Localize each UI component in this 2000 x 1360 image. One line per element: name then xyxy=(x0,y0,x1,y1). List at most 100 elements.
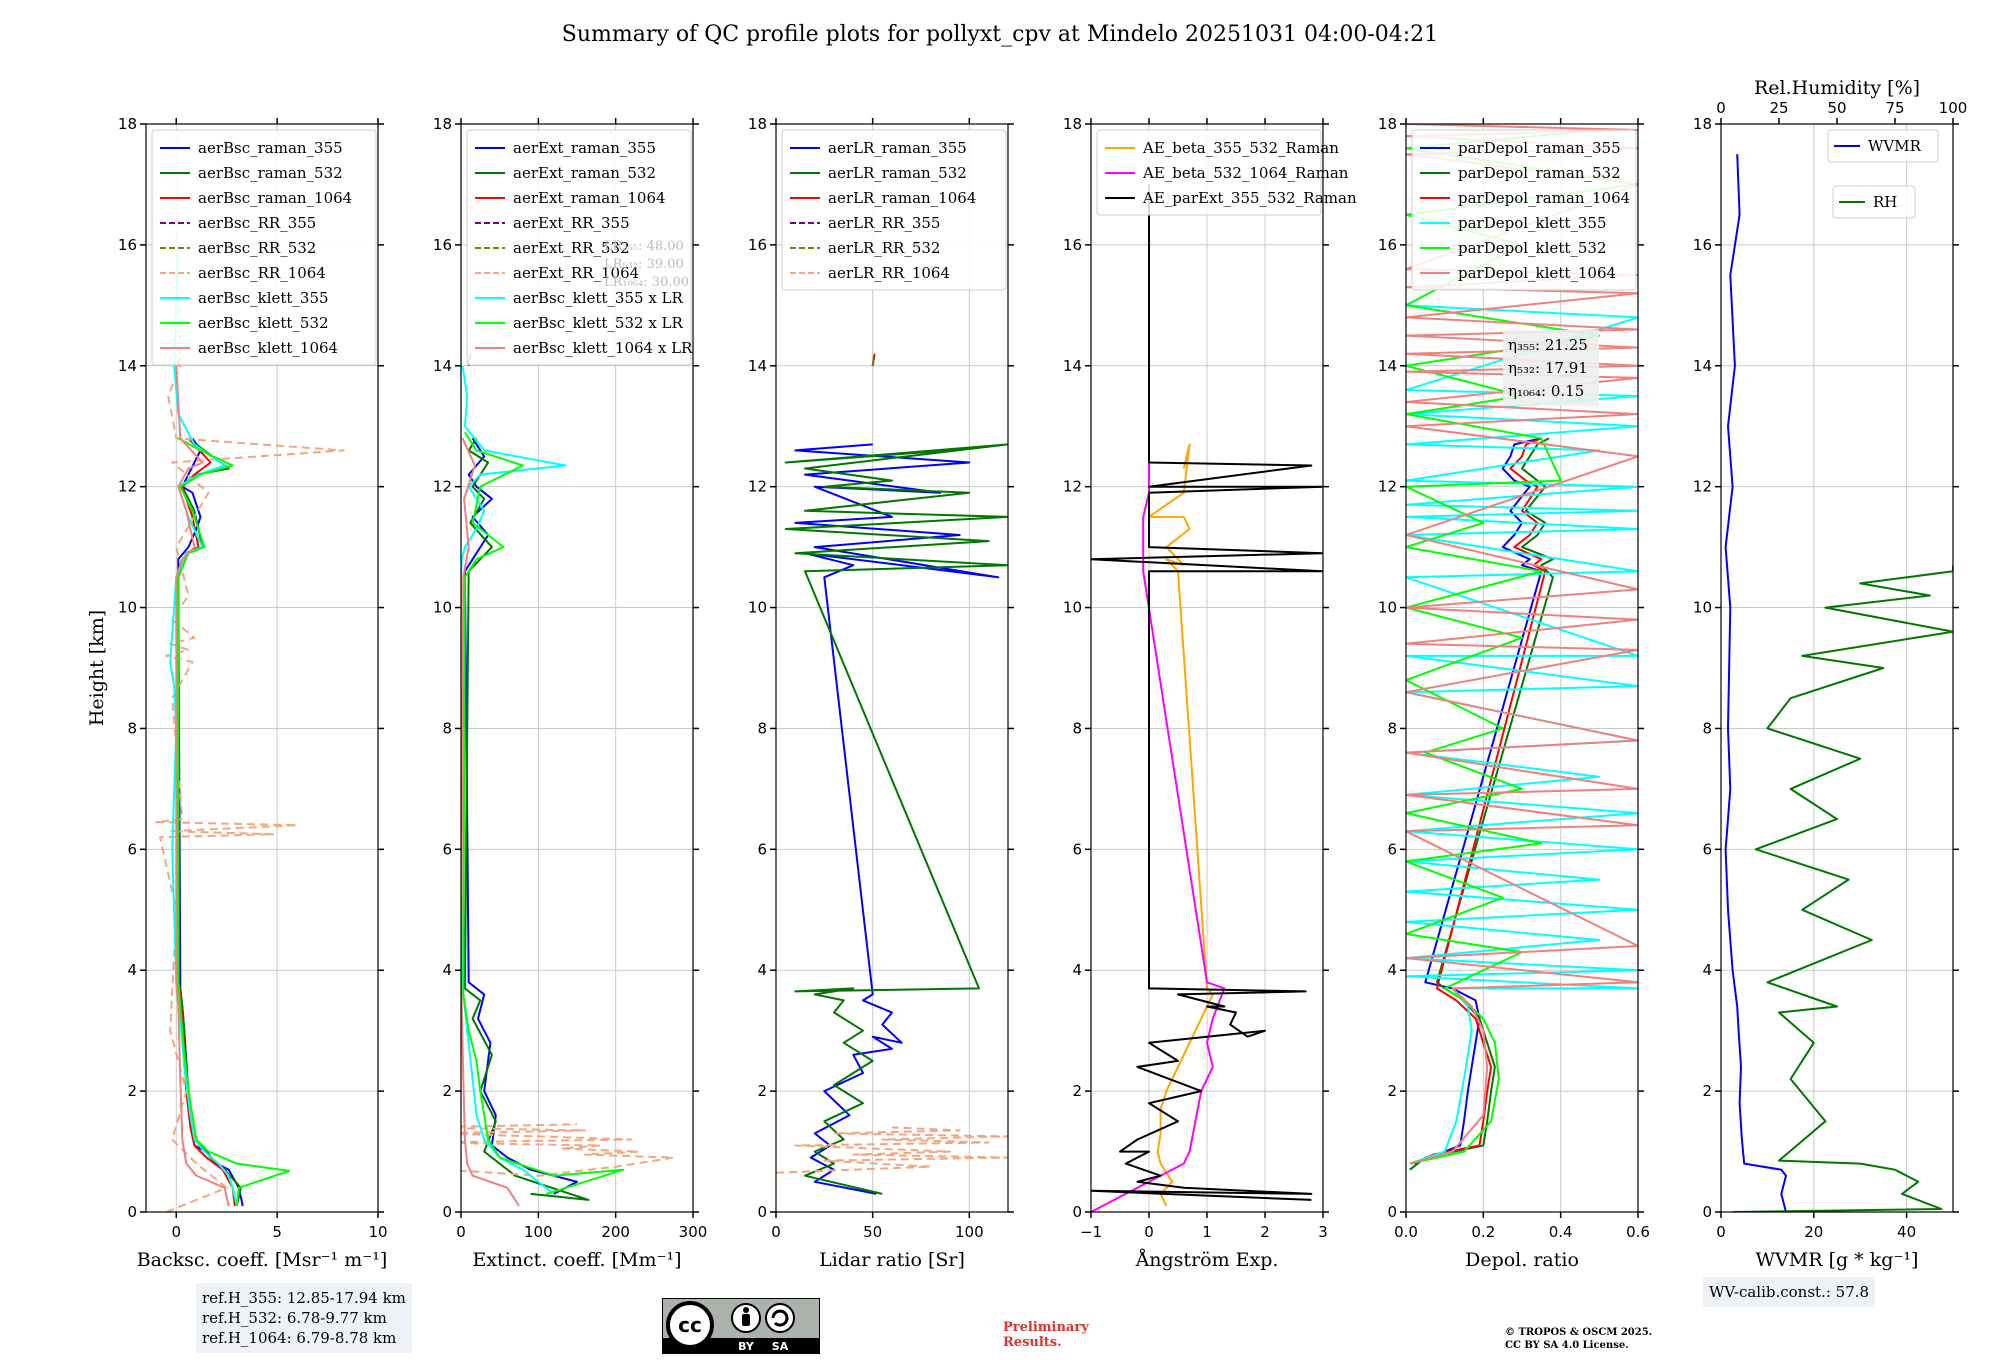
copyright-line-1: © TROPOS & OSCM 2025. xyxy=(1505,1327,1653,1338)
series-group xyxy=(776,353,1008,1195)
legend-label: aerBsc_raman_1064 xyxy=(198,189,352,207)
series-line-AE_beta_355_532_Raman xyxy=(1148,443,1214,1207)
y-tick-label: 8 xyxy=(127,719,137,737)
preliminary-note: Preliminary Results. xyxy=(1003,1320,1089,1350)
x2-tick-label: 50 xyxy=(1827,99,1846,117)
y-tick-label: 0 xyxy=(442,1203,452,1221)
series-group xyxy=(155,184,345,1212)
x-tick-label: 0 xyxy=(771,1223,781,1241)
copyright-note: © TROPOS & OSCM 2025. CC BY SA 4.0 Licen… xyxy=(1505,1326,1652,1352)
legend-label: aerLR_RR_1064 xyxy=(828,264,950,282)
y-tick-label: 12 xyxy=(1378,478,1397,496)
series-line-AE_parExt_355_532_Raman xyxy=(1091,184,1323,1201)
lidar-ratio-annotation: LR₃₅₅: 48.00 xyxy=(604,239,684,254)
y-tick-label: 16 xyxy=(1378,236,1397,254)
y-tick-label: 8 xyxy=(1702,719,1712,737)
legend-label: parDepol_raman_532 xyxy=(1458,164,1621,182)
eta-annotation: η₅₃₂: 17.91 xyxy=(1508,359,1588,377)
legend-label: aerExt_RR_532 xyxy=(513,239,630,257)
y-tick-label: 10 xyxy=(748,599,767,617)
cc-by-sa-badge[interactable]: cc BY SA xyxy=(662,1298,820,1354)
legend-label: aerBsc_RR_532 xyxy=(198,239,316,257)
legend-label: parDepol_klett_355 xyxy=(1458,214,1607,232)
ref-heights-box: ref.H_355: 12.85-17.94 km ref.H_532: 6.7… xyxy=(196,1283,412,1353)
legend-label: parDepol_raman_355 xyxy=(1458,139,1621,157)
legend-box xyxy=(1411,129,1637,291)
x-tick-label: 100 xyxy=(955,1223,984,1241)
x-tick-label: 200 xyxy=(601,1223,630,1241)
series-line-WVMR xyxy=(1724,154,1787,1212)
y-tick-label: 4 xyxy=(127,961,137,979)
panel-lr: 0 2 4 6 8 10 12 14 16 18 0 50 100 Lidar ratio [Sr] aer… xyxy=(748,115,1014,1271)
y-tick-label: 12 xyxy=(433,478,452,496)
legend-label: aerExt_raman_355 xyxy=(513,139,656,157)
legend-box xyxy=(1832,185,1916,219)
wv-calib-text: WV-calib.const.: 57.8 xyxy=(1709,1283,1870,1301)
y-tick-label: 10 xyxy=(1693,599,1712,617)
figure-title: Summary of QC profile plots for pollyxt_… xyxy=(561,22,1439,47)
legend-label: AE_parExt_355_532_Raman xyxy=(1142,189,1357,207)
legend-label: aerLR_RR_532 xyxy=(828,239,940,257)
y-tick-label: 14 xyxy=(1693,357,1712,375)
axes-frame xyxy=(460,123,694,1213)
y-tick-label: 10 xyxy=(1063,599,1082,617)
x-tick-label: 10 xyxy=(368,1223,387,1241)
lidar-ratio-annotation: LR₁₀₆₄: 30.00 xyxy=(604,275,689,290)
y-tick-label: 14 xyxy=(1063,357,1082,375)
sa-label: SA xyxy=(772,1340,789,1353)
legend-label: aerExt_raman_1064 xyxy=(513,189,666,207)
panel-ext: 0 2 4 6 8 10 12 14 16 18 0 100 200 300 Extinct. coeff.… xyxy=(433,115,707,1271)
x-tick-label: −1 xyxy=(1080,1223,1102,1241)
ref-height-532: ref.H_532: 6.78-9.77 km xyxy=(202,1309,387,1327)
series-group xyxy=(461,353,675,1207)
y-tick-label: 2 xyxy=(757,1082,767,1100)
legend-label: aerBsc_klett_532 xyxy=(198,314,329,332)
y-tick-label: 6 xyxy=(1387,840,1397,858)
series-line-aerBsc_klett_532 xyxy=(177,437,291,1207)
series-line-AE_beta_532_1064_Raman xyxy=(1091,456,1226,1212)
y-tick-label: 16 xyxy=(748,236,767,254)
series-line-aerExt_raman_532 xyxy=(463,437,590,1201)
y-tick-label: 4 xyxy=(442,961,452,979)
x-tick-label: 0 xyxy=(171,1223,181,1241)
x-tick-label: 0.2 xyxy=(1471,1223,1495,1241)
y-tick-label: 0 xyxy=(127,1203,137,1221)
legend-label: aerLR_raman_1064 xyxy=(828,189,976,207)
series-line-aerLR_raman_532 xyxy=(784,443,1008,1195)
x-tick-label: 0.4 xyxy=(1549,1223,1573,1241)
series-line-aerBsc_klett_1064 x LR xyxy=(461,437,520,1207)
x2-tick-label: 75 xyxy=(1885,99,1904,117)
axes-frame xyxy=(775,123,1009,1213)
y-tick-label: 18 xyxy=(1693,115,1712,133)
x2-tick-label: 100 xyxy=(1939,99,1968,117)
y-tick-label: 2 xyxy=(1387,1082,1397,1100)
series-line-aerExt_RR_1064 xyxy=(461,1123,675,1177)
cc-icon xyxy=(666,1301,714,1349)
legend-label: aerExt_RR_355 xyxy=(513,214,630,232)
x-tick-label: 0.0 xyxy=(1394,1223,1418,1241)
x-tick-label: 0 xyxy=(456,1223,466,1241)
y-tick-label: 18 xyxy=(1063,115,1082,133)
legend-label: aerBsc_klett_1064 xyxy=(198,339,338,357)
axes-frame xyxy=(1720,123,1954,1213)
legend-label: parDepol_klett_1064 xyxy=(1458,264,1616,282)
cc-label: cc xyxy=(678,1313,702,1337)
y-tick-label: 10 xyxy=(433,599,452,617)
x-tick-label: 3 xyxy=(1318,1223,1328,1241)
x-tick-label: 50 xyxy=(863,1223,882,1241)
legend-label: aerLR_RR_355 xyxy=(828,214,940,232)
x-tick-label: 5 xyxy=(272,1223,282,1241)
legend-box xyxy=(1096,129,1322,216)
legend-box xyxy=(466,129,692,366)
y-tick-label: 8 xyxy=(1072,719,1082,737)
legend-label: parDepol_klett_532 xyxy=(1458,239,1607,257)
legend-box xyxy=(781,129,1007,291)
preliminary-line-2: Results. xyxy=(1003,1335,1062,1350)
panel-depol: 0 2 4 6 8 10 12 14 16 18 0.0 0.2 0.4 0.6 Depol. ratio p… xyxy=(1378,115,1650,1271)
legend-label: AE_beta_355_532_Raman xyxy=(1142,139,1339,157)
wv-calib-box: WV-calib.const.: 57.8 xyxy=(1703,1277,1876,1307)
series-line-aerExt_raman_355 xyxy=(463,437,578,1195)
legend-label: aerLR_raman_532 xyxy=(828,164,967,182)
preliminary-line-1: Preliminary xyxy=(1003,1320,1089,1335)
